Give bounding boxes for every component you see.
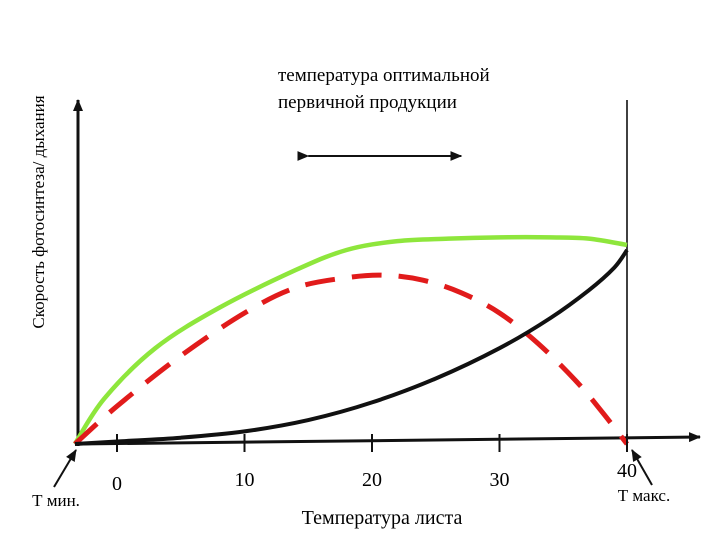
x-tick-label-10: 10 [235, 469, 255, 491]
tick-labels: 0 10 20 30 40 [112, 460, 637, 495]
optimum-annotation-line-1: температура оптимальной [278, 65, 490, 86]
series-layer [72, 234, 629, 446]
t-max-label: Т макс. [618, 486, 670, 505]
t-min-pointer [53, 449, 77, 488]
series-line-1 [72, 234, 628, 446]
y-axis-label: Скорость фотосинтеза/ дыхания [29, 95, 48, 328]
series-line-3 [74, 248, 629, 446]
x-tick-label-40: 40 [617, 460, 637, 482]
optimum-annotation-line-2: первичной продукции [278, 92, 457, 113]
x-tick-label-0: 0 [112, 473, 122, 495]
t-max-pointer [631, 449, 653, 486]
x-axis [77, 432, 701, 446]
tick-marks [116, 434, 628, 452]
x-tick-label-20: 20 [362, 469, 382, 491]
x-axis-label: Температура листа [302, 507, 463, 529]
series-line-2 [73, 272, 629, 446]
x-tick-label-30: 30 [490, 469, 510, 491]
t-min-label: Т мин. [32, 491, 80, 510]
